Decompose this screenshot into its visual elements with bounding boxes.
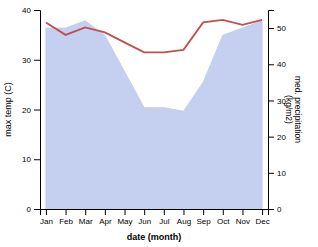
tick-mark <box>262 209 263 215</box>
tick-label: Feb <box>59 217 73 226</box>
tick-mark <box>268 209 274 210</box>
tick: Feb <box>59 209 73 226</box>
tick-mark <box>125 209 126 215</box>
tick-label: 0 <box>277 205 282 214</box>
tick-label: 20 <box>22 106 31 115</box>
tick: 20 <box>268 133 286 142</box>
tick-label: Jun <box>138 217 151 226</box>
tick: Mar <box>79 209 93 226</box>
tick-mark <box>183 209 184 215</box>
plot-area: Jan Feb Mar Apr May Jun Jul Aug Sep Oct Nov Dec 0 10 2… <box>3 6 303 242</box>
tick-mark <box>203 209 204 215</box>
line <box>46 20 262 52</box>
tick: 20 <box>22 106 40 115</box>
tick-mark <box>34 110 40 111</box>
tick: 10 <box>268 169 286 178</box>
tick-mark <box>34 209 40 210</box>
tick: Nov <box>236 209 250 226</box>
tick-label: 20 <box>277 133 286 142</box>
tick: Dec <box>255 209 269 226</box>
x-axis-title: date (month) <box>127 232 182 242</box>
tick: 40 <box>268 60 286 69</box>
tick: Jun <box>138 209 151 226</box>
area <box>46 21 262 209</box>
tick-label: Aug <box>177 217 191 226</box>
tick-label: 10 <box>22 155 31 164</box>
tick-mark <box>46 209 47 215</box>
tick-label: May <box>117 217 132 226</box>
tick-label: Nov <box>236 217 250 226</box>
tick: Jan <box>40 209 53 226</box>
tick-mark <box>268 137 274 138</box>
tick-label: Mar <box>79 217 93 226</box>
tick-mark <box>34 60 40 61</box>
tick-label: 50 <box>277 24 286 33</box>
tick-mark <box>34 159 40 160</box>
axis-domain <box>34 11 41 210</box>
tick-label: Jul <box>159 217 169 226</box>
tick-label: Sep <box>197 217 212 226</box>
tick-mark <box>268 28 274 29</box>
tick-mark <box>223 209 224 215</box>
tick: 10 <box>22 155 40 164</box>
tick-label: 0 <box>27 205 32 214</box>
tick-mark <box>105 209 106 215</box>
tick-label: Jan <box>40 217 53 226</box>
x-axis: Jan Feb Mar Apr May Jun Jul Aug Sep Oct Nov Dec <box>40 209 270 226</box>
tick: Sep <box>197 209 212 226</box>
tick-label: 40 <box>277 60 286 69</box>
tick-mark <box>242 209 243 215</box>
tick-label: Apr <box>99 217 112 226</box>
tick: 50 <box>268 24 286 33</box>
tick-label: Dec <box>255 217 269 226</box>
axis-domain <box>41 210 269 216</box>
tick-label: Oct <box>217 217 230 226</box>
tick: 0 <box>27 205 40 214</box>
tick-mark <box>144 209 145 215</box>
tick-mark <box>34 10 40 11</box>
tick: Jul <box>159 209 169 226</box>
tick-mark <box>268 100 274 101</box>
tick-mark <box>66 209 67 215</box>
tick: 0 <box>268 205 282 214</box>
tick-label: 40 <box>22 6 31 15</box>
tick: 30 <box>22 56 40 65</box>
tick-mark <box>164 209 165 215</box>
tick-mark <box>268 173 274 174</box>
marks <box>46 20 262 209</box>
axis-domain <box>269 11 275 210</box>
y-axis-title: max temp (C) <box>3 82 13 137</box>
tick-mark <box>85 209 86 215</box>
tick: Oct <box>217 209 230 226</box>
chart: Jan Feb Mar Apr May Jun Jul Aug Sep Oct Nov Dec 0 10 2… <box>0 0 318 247</box>
tick: Aug <box>177 209 191 226</box>
tick: May <box>117 209 132 226</box>
y-axis: 0 10 20 30 40 <box>22 6 40 214</box>
tick-label: 30 <box>22 56 31 65</box>
y2-axis-title: med. precipitation(kg/m2) <box>284 76 303 143</box>
tick: Apr <box>99 209 112 226</box>
y2-axis-title-line: (kg/m2) <box>284 95 294 124</box>
tick-label: 10 <box>277 169 286 178</box>
tick-mark <box>268 64 274 65</box>
tick: 40 <box>22 6 40 15</box>
